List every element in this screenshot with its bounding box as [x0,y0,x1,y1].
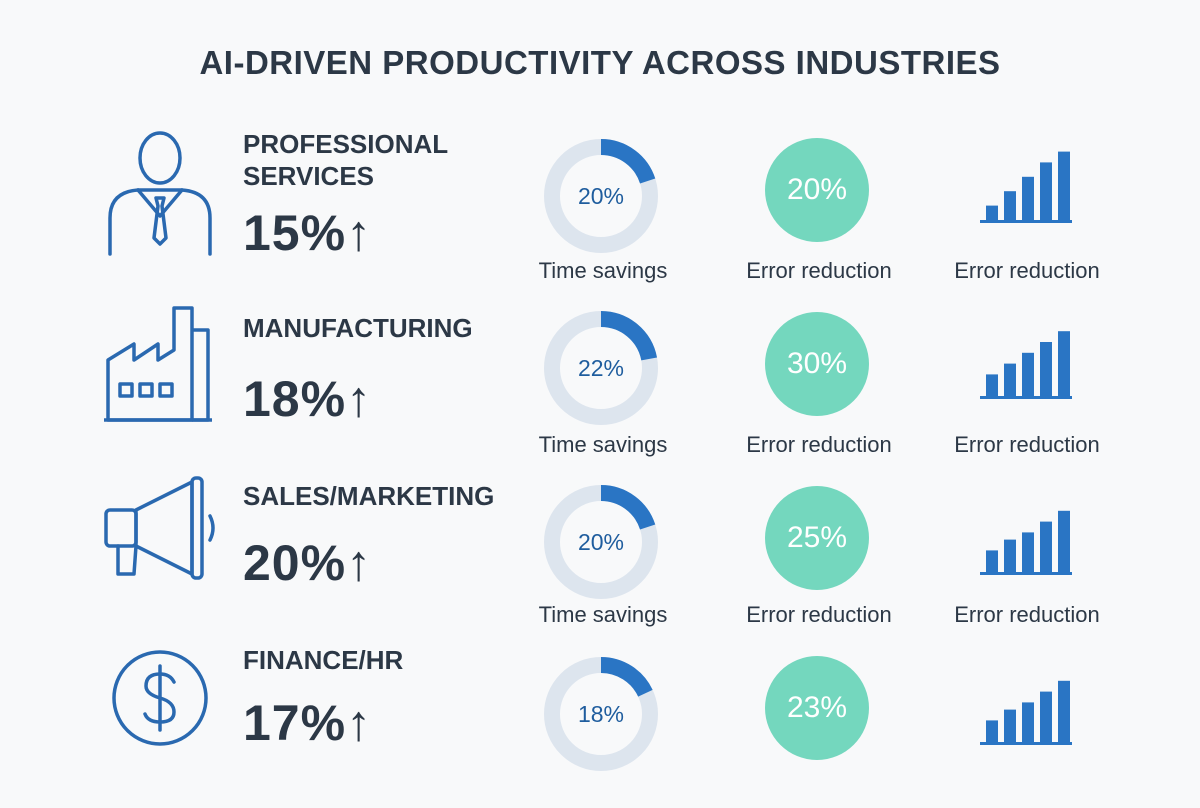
trend-bar [1022,532,1034,572]
trend-bar [1022,702,1034,742]
trend-bar [1004,363,1016,396]
industry-name: SALES/MARKETING [243,480,543,512]
trend-bar [1058,151,1070,220]
industry-name-line: SALES/MARKETING [243,481,495,511]
industry-row-manufacturing: MANUFACTURING 18%↑ 22% 30% Time savings … [0,292,1200,464]
dollar-icon [100,636,220,766]
error-reduction-caption: Error reduction [746,258,892,283]
error-reduction-circle: 25% [765,486,869,590]
donut-arc [544,485,658,599]
trend-bars [978,666,1074,750]
time-savings-donut: 20% [543,484,659,600]
time-savings-donut: 20% [543,138,659,254]
time-savings-caption: Time savings [538,258,668,283]
donut-label: 20% [577,183,625,209]
trend-bar [986,720,998,742]
factory-icon [100,300,220,430]
trend-caption: Error reduction [954,258,1100,283]
industry-name: PROFESSIONAL SERVICES [243,128,543,192]
industry-name: FINANCE/HR [243,644,543,676]
trend-bar [986,374,998,396]
productivity-value: 15%↑ [243,205,373,261]
person-icon [100,126,220,256]
productivity-value: 20%↑ [243,535,373,591]
industry-name-line: PROFESSIONAL [243,129,449,159]
megaphone-icon [100,470,220,600]
donut-arc [544,311,658,425]
industry-name-line: SERVICES [243,161,375,191]
industry-row-sales-marketing: SALES/MARKETING 20%↑ 20% 25% Time saving… [0,466,1200,638]
trend-caption: Error reduction [954,432,1100,457]
donut-arc [544,657,658,771]
trend-bar [1022,176,1034,220]
industry-row-professional-services: PROFESSIONAL SERVICES 15%↑ 20% 20% Time … [0,118,1200,290]
trend-bars [978,496,1074,580]
error-reduction-circle: 20% [765,138,869,242]
time-savings-caption: Time savings [538,602,668,627]
trend-bar [1058,510,1070,572]
industry-name-line: FINANCE/HR [243,645,404,675]
trend-bar [1058,331,1070,396]
donut-arc [544,139,658,253]
industry-row-finance-hr: FINANCE/HR 17%↑ 18% 23% [0,636,1200,808]
time-savings-caption: Time savings [538,432,668,457]
error-reduction-circle: 30% [765,312,869,416]
trend-caption: Error reduction [954,602,1100,627]
trend-bar [986,550,998,572]
chart-title: AI-DRIVEN PRODUCTIVITY ACROSS INDUSTRIES [199,44,1001,81]
productivity-value: 18%↑ [243,371,373,427]
industry-name: MANUFACTURING [243,312,543,344]
trend-bar [1040,342,1052,396]
trend-bar [1004,539,1016,572]
donut-label: 20% [577,529,625,555]
productivity-value: 17%↑ [243,695,373,751]
trend-bar [1004,709,1016,742]
time-savings-donut: 22% [543,310,659,426]
trend-bar [1058,680,1070,742]
trend-bars [978,320,1074,404]
error-reduction-caption: Error reduction [746,602,892,627]
trend-bar [1022,352,1034,396]
trend-bars [978,144,1074,228]
industry-name-line: MANUFACTURING [243,313,473,343]
trend-bar [1040,691,1052,742]
time-savings-donut: 18% [543,656,659,772]
trend-bar [1004,191,1016,220]
donut-label: 18% [577,701,625,727]
trend-bar [986,205,998,220]
trend-bar [1040,162,1052,220]
donut-label: 22% [577,355,625,381]
error-reduction-circle: 23% [765,656,869,760]
error-reduction-caption: Error reduction [746,432,892,457]
trend-bar [1040,521,1052,572]
